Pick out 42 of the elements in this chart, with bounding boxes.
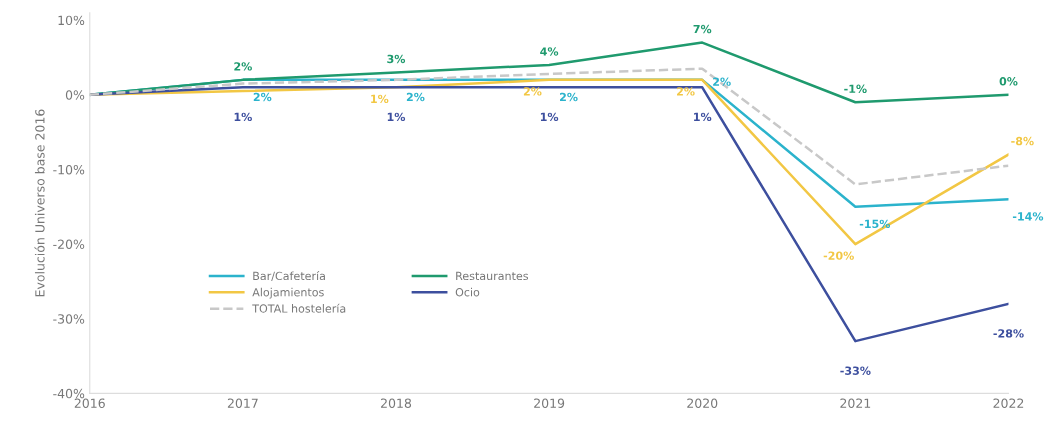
data-label: 7% bbox=[693, 24, 712, 34]
data-label: 1% bbox=[540, 112, 559, 122]
x-tick-label: 2021 bbox=[840, 398, 871, 408]
legend-label: Restaurantes bbox=[456, 271, 529, 281]
x-tick-label: 2022 bbox=[993, 398, 1024, 408]
legend-label: TOTAL hostelería bbox=[252, 303, 346, 313]
data-label: 2% bbox=[406, 92, 425, 102]
data-label: -8% bbox=[1011, 136, 1034, 146]
legend-label: Bar/Cafetería bbox=[253, 271, 325, 281]
data-label: -1% bbox=[844, 84, 867, 93]
data-label: 2% bbox=[560, 92, 578, 102]
x-tick-label: 2020 bbox=[687, 398, 718, 408]
x-tick-label: 2019 bbox=[534, 398, 565, 408]
y-tick-label: -10% bbox=[53, 164, 85, 175]
data-label: 2% bbox=[253, 92, 272, 102]
y-tick-label: -20% bbox=[53, 239, 85, 250]
y-tick-label: -30% bbox=[53, 314, 85, 324]
data-label: 2% bbox=[677, 87, 695, 96]
y-tick-label: -40% bbox=[53, 388, 85, 399]
y-tick-label: 10% bbox=[58, 15, 85, 26]
data-label: 1% bbox=[371, 94, 389, 104]
data-label: 2% bbox=[234, 62, 252, 71]
data-label: 0% bbox=[999, 77, 1018, 86]
data-label: 1% bbox=[234, 112, 252, 122]
data-label: 1% bbox=[387, 112, 406, 122]
x-tick-label: 2017 bbox=[227, 398, 258, 408]
legend-label: Ocio bbox=[455, 287, 480, 297]
data-label: 1% bbox=[694, 112, 712, 122]
data-label: -33% bbox=[840, 366, 871, 375]
x-tick-label: 2018 bbox=[381, 398, 412, 408]
data-label: -20% bbox=[823, 251, 854, 260]
x-tick-label: 2016 bbox=[74, 398, 105, 408]
data-label: -14% bbox=[1012, 212, 1044, 221]
data-label: 3% bbox=[387, 54, 406, 64]
data-label: 4% bbox=[540, 47, 559, 56]
y-axis-title: Evolución Universo base 2016 bbox=[34, 109, 45, 297]
y-tick-label: 0% bbox=[65, 90, 85, 100]
data-label: 2% bbox=[523, 87, 542, 96]
data-label: 2% bbox=[713, 77, 731, 86]
legend-label: Alojamientos bbox=[252, 287, 324, 299]
data-label: -28% bbox=[993, 329, 1024, 338]
data-label: -15% bbox=[859, 219, 891, 229]
